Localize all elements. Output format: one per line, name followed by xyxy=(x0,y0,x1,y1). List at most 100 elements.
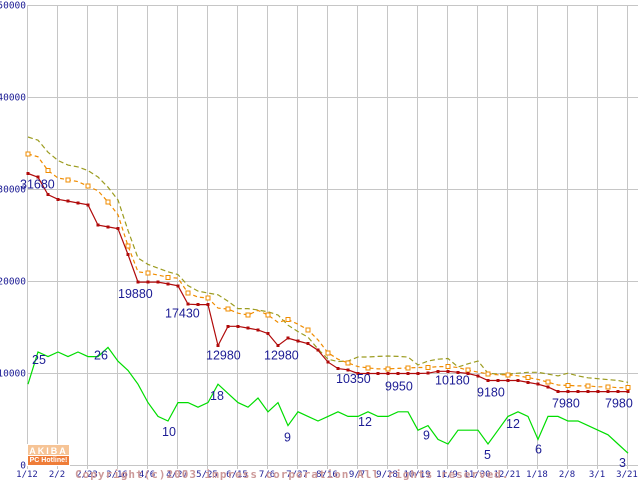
marker-square xyxy=(136,280,140,284)
marker-square xyxy=(246,326,250,330)
marker-square xyxy=(266,332,270,336)
x-tick-label: 12/21 xyxy=(493,470,520,480)
y-tick-label: 10000 xyxy=(0,369,26,380)
marker-square xyxy=(366,371,370,375)
marker-square xyxy=(456,370,460,374)
marker-square xyxy=(66,199,70,203)
x-tick-label: 1/12 xyxy=(16,470,38,480)
marker-square xyxy=(376,371,380,375)
marker-square xyxy=(226,324,230,328)
series-shop-count xyxy=(27,346,629,454)
data-label-19880: 19880 xyxy=(118,287,153,301)
marker-open-square xyxy=(505,372,511,378)
series-highest-price xyxy=(27,136,629,383)
akiba-logo-bottom: PC Hotline! xyxy=(27,456,70,466)
marker-square xyxy=(56,197,60,201)
data-label-9180: 9180 xyxy=(477,386,505,400)
x-tick-label: 5/25 xyxy=(196,470,218,480)
marker-square xyxy=(176,284,180,288)
marker-open-square xyxy=(125,243,131,249)
marker-square xyxy=(386,371,390,375)
series-lowest-price xyxy=(26,172,630,394)
marker-open-square xyxy=(545,379,551,385)
x-tick-label: 11/30 xyxy=(463,470,490,480)
akiba-logo-top: AKIBA xyxy=(27,444,70,456)
marker-open-square xyxy=(445,364,451,370)
series-lowest-price-line xyxy=(27,172,628,393)
marker-open-square xyxy=(625,385,631,391)
marker-open-square xyxy=(585,383,591,389)
x-tick-label: 4/27 xyxy=(166,470,188,480)
x-tick-label: 7/27 xyxy=(286,470,308,480)
x-tick-label: 10/19 xyxy=(403,470,430,480)
marker-open-square xyxy=(325,350,331,356)
y-tick-label: 20000 xyxy=(0,277,26,288)
x-tick-label: 9/28 xyxy=(376,470,398,480)
marker-square xyxy=(46,193,50,197)
marker-open-square xyxy=(365,365,371,371)
marker-square xyxy=(426,371,430,375)
marker-square xyxy=(396,371,400,375)
marker-open-square xyxy=(245,312,251,318)
marker-square xyxy=(516,379,520,383)
marker-square xyxy=(436,369,440,373)
marker-square xyxy=(76,201,80,205)
marker-square xyxy=(356,371,360,375)
marker-square xyxy=(406,371,410,375)
data-label-5: 5 xyxy=(484,448,491,462)
x-tick-label: 9/7 xyxy=(349,470,365,480)
marker-square xyxy=(486,379,490,383)
marker-square xyxy=(416,371,420,375)
marker-square xyxy=(506,379,510,383)
x-tick-label: 11/9 xyxy=(436,470,458,480)
marker-square xyxy=(286,336,290,340)
marker-square xyxy=(96,223,100,227)
marker-open-square xyxy=(485,371,491,377)
data-label-7980: 7980 xyxy=(605,397,633,411)
marker-open-square xyxy=(25,151,31,157)
marker-open-square xyxy=(525,375,531,381)
marker-square xyxy=(346,368,350,372)
marker-square xyxy=(276,344,280,348)
marker-square xyxy=(536,382,540,386)
x-tick-label: 4/6 xyxy=(139,470,155,480)
marker-square xyxy=(256,328,260,332)
marker-square xyxy=(236,324,240,328)
marker-square xyxy=(526,380,530,384)
data-label-6: 6 xyxy=(535,442,542,456)
data-label-25: 25 xyxy=(32,353,46,367)
x-tick-label: 2/23 xyxy=(76,470,98,480)
marker-open-square xyxy=(405,365,411,371)
data-label-10180: 10180 xyxy=(435,373,470,387)
y-tick-label: 30000 xyxy=(0,185,26,196)
x-tick-label: 2/2 xyxy=(49,470,65,480)
marker-open-square xyxy=(565,382,571,388)
gridlines xyxy=(27,5,638,469)
data-label-18: 18 xyxy=(210,389,224,403)
data-label-7980: 7980 xyxy=(552,397,580,411)
x-tick-label: 7/6 xyxy=(259,470,275,480)
marker-open-square xyxy=(185,290,191,296)
marker-open-square xyxy=(145,270,151,276)
marker-square xyxy=(166,282,170,286)
marker-square xyxy=(216,344,220,348)
marker-square xyxy=(626,390,630,394)
marker-square xyxy=(156,280,160,284)
series-highest-price-line xyxy=(27,136,629,383)
data-label-3: 3 xyxy=(619,456,626,470)
data-label-9: 9 xyxy=(423,429,430,443)
x-axis-labels: 1/12 2/2 2/23 3/16 4/6 4/27 5/25 6/15 7/6 7/27 8/1… xyxy=(16,470,638,480)
data-label-31680: 31680 xyxy=(20,178,55,192)
data-label-17430: 17430 xyxy=(165,307,200,321)
x-tick-label: 2/8 xyxy=(559,470,575,480)
marker-square xyxy=(116,227,120,231)
marker-open-square xyxy=(425,364,431,370)
marker-square xyxy=(306,342,310,346)
marker-square xyxy=(206,303,210,307)
data-label-9950: 9950 xyxy=(385,380,413,394)
marker-square xyxy=(556,390,560,394)
x-tick-label: 3/1 xyxy=(589,470,605,480)
data-label-26: 26 xyxy=(94,348,108,362)
